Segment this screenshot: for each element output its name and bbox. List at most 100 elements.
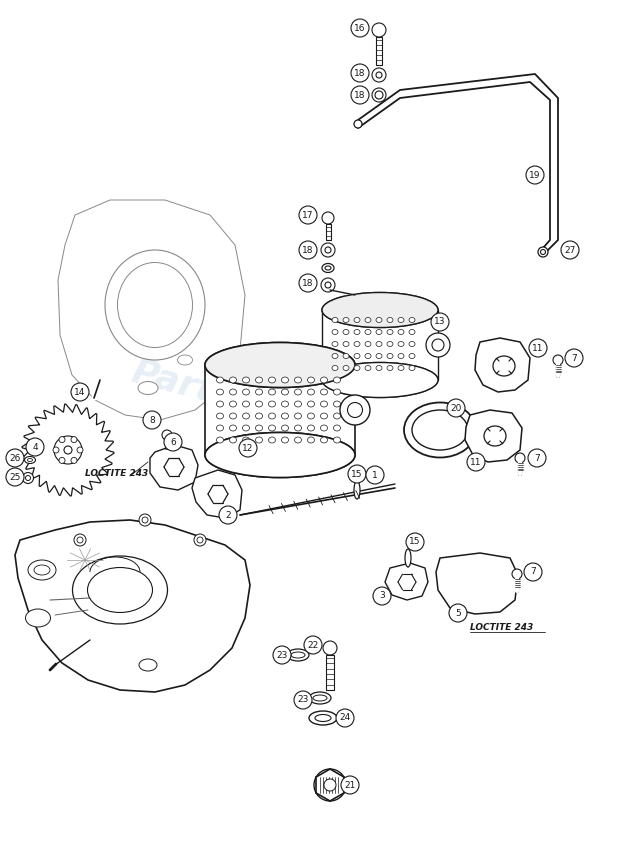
Ellipse shape bbox=[217, 437, 224, 443]
Ellipse shape bbox=[178, 355, 193, 365]
Ellipse shape bbox=[387, 330, 393, 335]
Ellipse shape bbox=[541, 249, 546, 254]
Ellipse shape bbox=[142, 517, 148, 523]
Ellipse shape bbox=[322, 293, 438, 328]
Ellipse shape bbox=[376, 72, 382, 78]
Ellipse shape bbox=[282, 377, 288, 383]
Polygon shape bbox=[192, 470, 242, 518]
Ellipse shape bbox=[217, 413, 224, 419]
Ellipse shape bbox=[282, 413, 288, 419]
Ellipse shape bbox=[308, 437, 315, 443]
Ellipse shape bbox=[322, 212, 334, 224]
Ellipse shape bbox=[205, 342, 355, 388]
Ellipse shape bbox=[343, 366, 349, 371]
Text: 7: 7 bbox=[571, 354, 577, 362]
Ellipse shape bbox=[291, 652, 305, 658]
Ellipse shape bbox=[354, 318, 360, 323]
Ellipse shape bbox=[24, 456, 36, 463]
Ellipse shape bbox=[343, 354, 349, 359]
Ellipse shape bbox=[515, 453, 525, 463]
Circle shape bbox=[219, 506, 237, 524]
Ellipse shape bbox=[320, 377, 328, 383]
Ellipse shape bbox=[348, 402, 363, 418]
Ellipse shape bbox=[53, 447, 59, 453]
Bar bbox=[325, 224, 330, 240]
Circle shape bbox=[524, 563, 542, 581]
Bar bbox=[376, 37, 382, 65]
Ellipse shape bbox=[325, 247, 331, 253]
Circle shape bbox=[273, 646, 291, 664]
Ellipse shape bbox=[194, 534, 206, 546]
Ellipse shape bbox=[87, 568, 153, 613]
Ellipse shape bbox=[409, 318, 415, 323]
Circle shape bbox=[164, 433, 182, 451]
Polygon shape bbox=[436, 553, 518, 614]
Text: 23: 23 bbox=[277, 651, 288, 659]
Ellipse shape bbox=[242, 389, 249, 395]
Circle shape bbox=[294, 691, 312, 709]
Ellipse shape bbox=[409, 366, 415, 371]
Ellipse shape bbox=[354, 366, 360, 371]
Ellipse shape bbox=[139, 659, 157, 671]
Ellipse shape bbox=[387, 366, 393, 371]
Ellipse shape bbox=[139, 514, 151, 526]
Ellipse shape bbox=[295, 425, 302, 431]
Ellipse shape bbox=[269, 437, 275, 443]
Polygon shape bbox=[150, 445, 198, 490]
Ellipse shape bbox=[64, 446, 72, 454]
Circle shape bbox=[304, 636, 322, 654]
Ellipse shape bbox=[229, 437, 237, 443]
Ellipse shape bbox=[74, 534, 86, 546]
Ellipse shape bbox=[308, 413, 315, 419]
Polygon shape bbox=[58, 200, 245, 420]
Ellipse shape bbox=[229, 413, 237, 419]
Ellipse shape bbox=[105, 250, 205, 360]
Circle shape bbox=[351, 19, 369, 37]
Ellipse shape bbox=[398, 354, 404, 359]
Polygon shape bbox=[22, 404, 114, 496]
Circle shape bbox=[299, 274, 317, 292]
Polygon shape bbox=[465, 410, 522, 462]
Ellipse shape bbox=[269, 389, 275, 395]
Ellipse shape bbox=[26, 475, 31, 480]
Ellipse shape bbox=[308, 401, 315, 407]
Circle shape bbox=[526, 166, 544, 184]
Polygon shape bbox=[15, 520, 250, 692]
Circle shape bbox=[299, 241, 317, 259]
Ellipse shape bbox=[409, 354, 415, 359]
Text: 19: 19 bbox=[530, 170, 541, 180]
Text: 11: 11 bbox=[532, 343, 544, 353]
Circle shape bbox=[366, 466, 384, 484]
Ellipse shape bbox=[309, 711, 337, 725]
Text: 4: 4 bbox=[32, 443, 38, 451]
Circle shape bbox=[529, 339, 547, 357]
Text: 22: 22 bbox=[307, 640, 318, 650]
Ellipse shape bbox=[27, 459, 32, 461]
Ellipse shape bbox=[72, 556, 168, 624]
Ellipse shape bbox=[354, 354, 360, 359]
Circle shape bbox=[71, 383, 89, 401]
Ellipse shape bbox=[77, 537, 83, 543]
Text: LOCTITE 243: LOCTITE 243 bbox=[470, 623, 533, 632]
Ellipse shape bbox=[432, 339, 444, 351]
Ellipse shape bbox=[333, 389, 341, 395]
Ellipse shape bbox=[229, 377, 237, 383]
Ellipse shape bbox=[538, 247, 548, 257]
Ellipse shape bbox=[162, 430, 172, 440]
Ellipse shape bbox=[321, 243, 335, 257]
Circle shape bbox=[406, 533, 424, 551]
Circle shape bbox=[143, 411, 161, 429]
Text: 15: 15 bbox=[409, 538, 421, 546]
Text: 17: 17 bbox=[302, 211, 314, 219]
Circle shape bbox=[447, 399, 465, 417]
Ellipse shape bbox=[354, 481, 360, 499]
Circle shape bbox=[299, 206, 317, 224]
Ellipse shape bbox=[282, 401, 288, 407]
Ellipse shape bbox=[322, 362, 438, 397]
Ellipse shape bbox=[333, 377, 341, 383]
Ellipse shape bbox=[512, 569, 522, 579]
Ellipse shape bbox=[365, 366, 371, 371]
Ellipse shape bbox=[372, 68, 386, 82]
Ellipse shape bbox=[217, 377, 224, 383]
Ellipse shape bbox=[138, 382, 158, 395]
